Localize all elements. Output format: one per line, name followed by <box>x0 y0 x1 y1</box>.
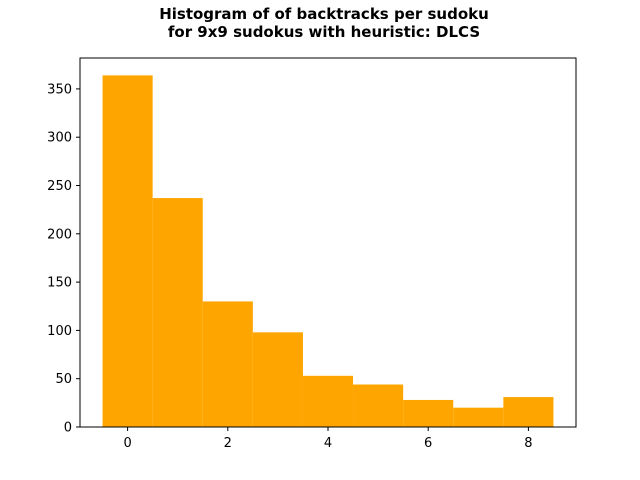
y-tick-label-0: 0 <box>64 421 72 436</box>
chart-title-line-1: Histogram of of backtracks per sudoku <box>159 5 489 23</box>
y-tick-label-3: 150 <box>47 276 72 291</box>
histogram-bar-4 <box>302 375 354 427</box>
y-tick-label-5: 250 <box>47 179 72 194</box>
plot-frame <box>79 57 577 428</box>
histogram-bar-1 <box>152 198 203 427</box>
histogram-bar-6 <box>403 399 454 427</box>
histogram-bar-7 <box>453 407 504 427</box>
histogram-bar-8 <box>503 397 554 427</box>
x-tick-label-1: 2 <box>224 436 232 451</box>
y-tick-label-4: 200 <box>47 227 72 242</box>
x-axis-ticks: 0 2 4 6 8 <box>123 427 533 451</box>
y-tick-label-7: 350 <box>47 82 72 97</box>
y-axis-ticks: 0 50 100 150 200 250 300 350 <box>47 82 80 436</box>
y-tick-label-2: 100 <box>47 324 72 339</box>
x-tick-label-2: 4 <box>324 436 332 451</box>
x-tick-label-3: 6 <box>424 436 432 451</box>
x-tick-label-0: 0 <box>123 436 131 451</box>
histogram-bar-2 <box>202 301 253 427</box>
histogram-bar-3 <box>252 332 303 427</box>
histogram-bar-0 <box>102 75 153 427</box>
bars-group <box>102 75 554 427</box>
y-tick-label-6: 300 <box>47 131 72 146</box>
histogram-bar-5 <box>353 384 404 427</box>
chart-title-line-2: for 9x9 sudokus with heuristic: DLCS <box>168 23 480 41</box>
x-tick-label-4: 8 <box>524 436 532 451</box>
y-tick-label-1: 50 <box>55 372 72 387</box>
